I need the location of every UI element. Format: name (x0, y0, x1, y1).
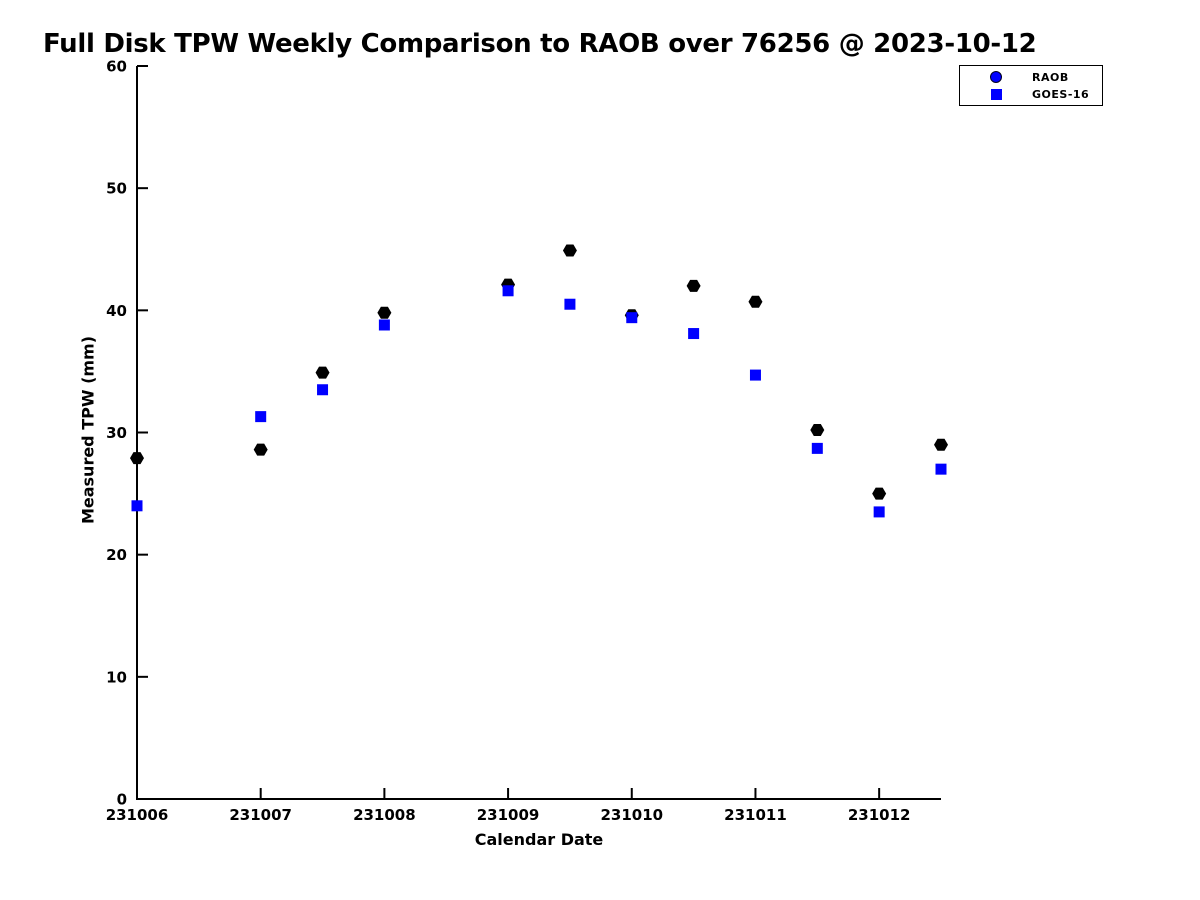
data-point-goes-16 (378, 319, 390, 331)
x-tick-label: 231008 (353, 806, 416, 824)
data-point-goes-16 (317, 384, 329, 396)
data-point-raob (934, 438, 948, 451)
y-tick-label: 50 (106, 180, 127, 198)
data-point-goes-16 (626, 312, 638, 324)
data-point-raob (253, 443, 268, 456)
data-point-goes-16 (255, 411, 267, 423)
data-point-goes-16 (811, 442, 823, 454)
y-tick-label: 30 (106, 424, 127, 442)
data-point-raob (810, 424, 825, 437)
data-point-raob (315, 366, 330, 379)
y-tick-label: 60 (106, 58, 127, 76)
data-point-goes-16 (935, 463, 947, 475)
data-point-raob (872, 487, 887, 500)
chart-title: Full Disk TPW Weekly Comparison to RAOB … (43, 29, 1037, 59)
legend-label-goes16: GOES-16 (1032, 87, 1090, 101)
legend-marker-cell (960, 88, 1032, 100)
data-point-raob (562, 244, 577, 257)
legend-label-raob: RAOB (1032, 70, 1069, 84)
y-axis-label: Measured TPW (mm) (78, 335, 98, 525)
y-tick-label: 20 (106, 546, 127, 564)
data-point-goes-16 (688, 328, 700, 340)
data-point-goes-16 (131, 500, 143, 512)
x-tick-label: 231011 (724, 806, 787, 824)
y-tick-label: 0 (117, 791, 127, 809)
legend-marker-cell (960, 71, 1032, 83)
y-tick-label: 40 (106, 302, 127, 320)
x-tick-label: 231009 (477, 806, 540, 824)
x-tick-label: 231012 (848, 806, 911, 824)
data-point-goes-16 (873, 506, 885, 518)
legend-item-goes16: GOES-16 (960, 87, 1102, 101)
data-point-goes-16 (749, 369, 761, 381)
data-point-goes-16 (502, 285, 514, 297)
data-point-raob (748, 295, 763, 308)
data-point-raob (130, 452, 144, 465)
x-axis-label: Calendar Date (474, 830, 604, 849)
data-point-raob (377, 306, 392, 319)
raob-circle-icon (990, 71, 1002, 83)
y-tick-label: 10 (106, 668, 127, 686)
data-point-raob (686, 279, 701, 292)
x-tick-label: 231010 (600, 806, 663, 824)
data-point-goes-16 (564, 298, 576, 310)
legend: RAOB GOES-16 (959, 65, 1103, 106)
x-tick-label: 231007 (229, 806, 292, 824)
goes16-square-icon (990, 88, 1002, 100)
legend-item-raob: RAOB (960, 70, 1102, 84)
x-tick-label: 231006 (106, 806, 169, 824)
